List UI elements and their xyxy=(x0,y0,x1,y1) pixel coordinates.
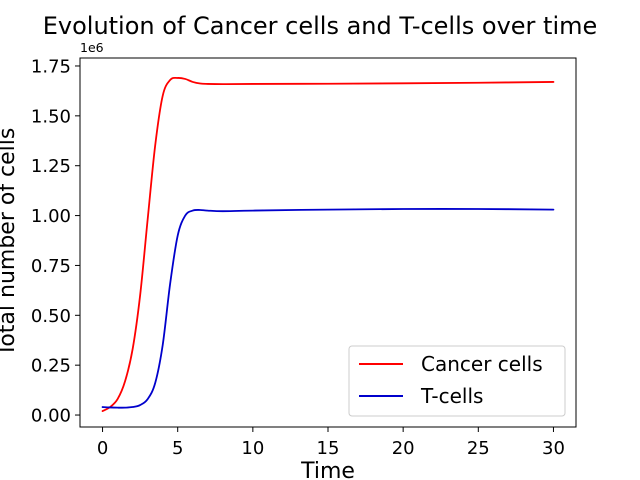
y-tick-label: 1.50 xyxy=(31,106,71,127)
x-tick-label: 30 xyxy=(542,438,565,459)
y-tick-label: 0.25 xyxy=(31,356,71,377)
x-tick-label: 20 xyxy=(392,438,415,459)
x-axis-label: Time xyxy=(300,459,355,480)
x-tick-label: 15 xyxy=(317,438,340,459)
y-offset-label: 1e6 xyxy=(80,40,104,55)
y-tick-label: 0.50 xyxy=(31,306,71,327)
legend-label-cancer-cells: Cancer cells xyxy=(421,352,543,376)
legend: Cancer cells T-cells xyxy=(348,345,566,417)
series-line-t-cells xyxy=(101,208,555,409)
y-tick-label: 1.00 xyxy=(31,206,71,227)
chart-title: Evolution of Cancer cells and T-cells ov… xyxy=(43,12,598,40)
y-axis-label: Total number of cells xyxy=(0,128,20,358)
x-tick-label: 0 xyxy=(97,438,108,459)
y-tick-label: 1.75 xyxy=(31,56,71,77)
x-tick-label: 25 xyxy=(467,438,490,459)
x-tick-label: 10 xyxy=(241,438,264,459)
x-axis: 0 5 10 15 20 25 30 xyxy=(97,427,565,459)
legend-label-t-cells: T-cells xyxy=(420,384,483,408)
x-tick-label: 5 xyxy=(172,438,183,459)
y-tick-label: 0.00 xyxy=(31,406,71,427)
y-axis: 0.00 0.25 0.50 0.75 1.00 1.25 1.50 1.75 xyxy=(31,56,80,427)
plot-area xyxy=(101,76,555,412)
series-line-cancer-cells xyxy=(101,76,555,412)
y-tick-label: 1.25 xyxy=(31,156,71,177)
y-tick-label: 0.75 xyxy=(31,256,71,277)
